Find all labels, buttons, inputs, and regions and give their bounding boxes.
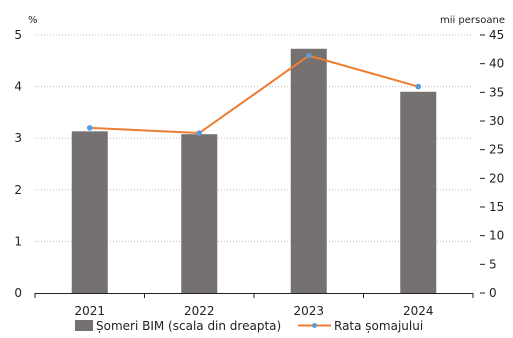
legend-line-label: Rata șomajului <box>334 319 423 333</box>
left-tick-label: 3 <box>14 131 22 145</box>
line-point-2021 <box>86 125 93 131</box>
line-layer <box>89 54 419 135</box>
x-tick-labels: 2021 2022 2023 2024 <box>74 304 433 318</box>
right-tick-label: 40 <box>489 57 504 71</box>
legend-bar-swatch <box>75 320 93 331</box>
right-tick-label: 25 <box>489 143 504 157</box>
line-point-2022 <box>196 130 203 136</box>
marker-layer <box>86 52 422 136</box>
left-tick-label: 1 <box>14 234 22 248</box>
legend: Șomeri BIM (scala din dreapta) Rata șoma… <box>75 319 423 333</box>
left-tick-label: 2 <box>14 183 22 197</box>
legend-bar-label: Șomeri BIM (scala din dreapta) <box>96 319 281 333</box>
right-tick-label: 30 <box>489 114 504 128</box>
right-tick-label: 45 <box>489 28 504 42</box>
right-tick-label: 5 <box>489 257 497 271</box>
line-point-2023 <box>305 52 312 59</box>
left-axis-unit: % <box>28 15 38 26</box>
legend-line-marker <box>312 323 317 328</box>
bar-2022 <box>181 134 218 293</box>
right-tick-label: 15 <box>489 200 504 214</box>
right-tick-label: 10 <box>489 229 504 243</box>
grid-layer <box>35 34 473 242</box>
left-tick-label: 0 <box>14 286 22 300</box>
x-tick-label: 2024 <box>403 304 434 318</box>
left-tick-label: 4 <box>14 80 22 94</box>
left-tick-label: 5 <box>14 28 22 42</box>
right-tick-label: 0 <box>489 286 497 300</box>
right-tick-label: 35 <box>489 85 504 99</box>
right-axis-unit: mii persoane <box>440 15 505 26</box>
line-point-2024 <box>415 83 422 90</box>
x-tick-label: 2021 <box>74 304 105 318</box>
right-tick-labels: 0 5 10 15 20 25 30 35 40 45 <box>480 28 504 300</box>
bar-2024 <box>400 91 437 293</box>
bar-layer <box>71 48 437 294</box>
right-tick-label: 20 <box>489 171 504 185</box>
left-tick-labels: 0 1 2 3 4 5 <box>14 28 22 300</box>
bar-2021 <box>71 131 108 293</box>
axis-layer <box>34 293 474 298</box>
x-tick-label: 2023 <box>293 304 324 318</box>
x-tick-label: 2022 <box>184 304 215 318</box>
line-series-rata-somajului <box>89 54 419 135</box>
bar-2023 <box>290 48 327 294</box>
